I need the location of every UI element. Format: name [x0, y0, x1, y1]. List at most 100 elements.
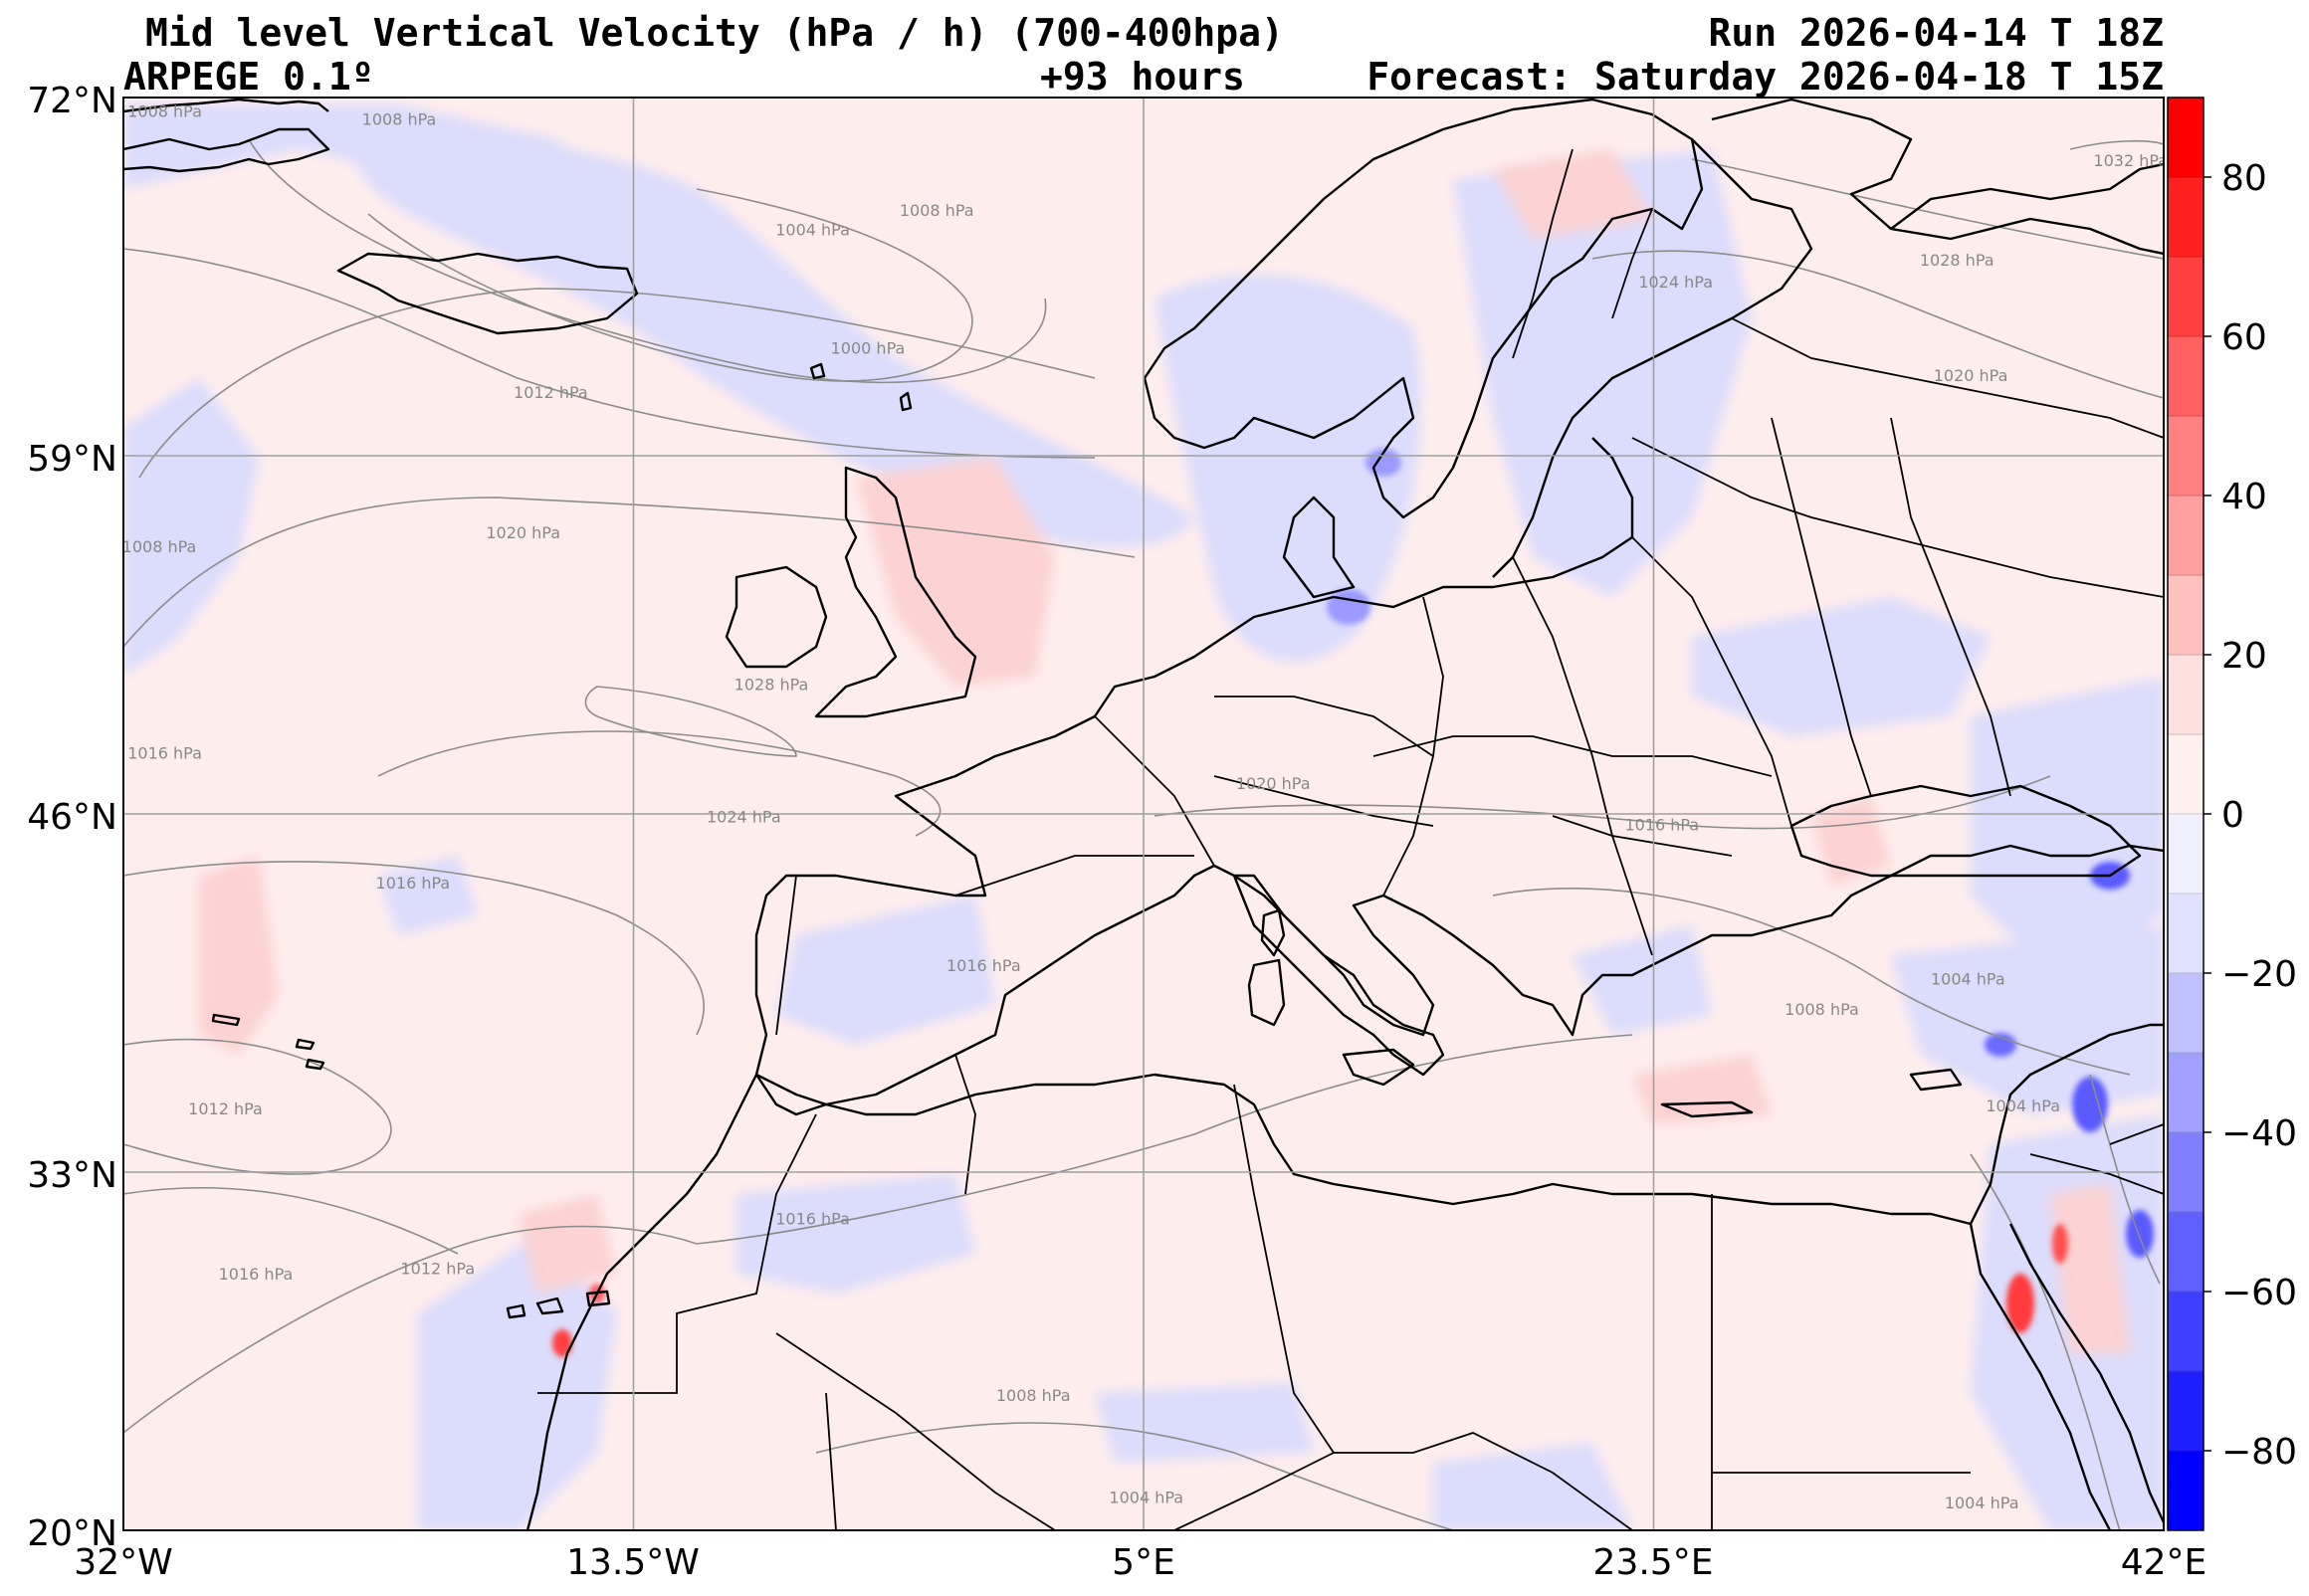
isobar-label: 1008 hPa: [122, 537, 197, 556]
country-border: [1631, 437, 2164, 598]
colorbar-segment: [2168, 336, 2204, 417]
lat-tick-labels: 72°N 59°N 46°N 33°N 20°N: [27, 81, 117, 1554]
lat-tick-label: 33°N: [27, 1155, 117, 1196]
denmark-coast: [1282, 496, 1356, 599]
black-sea-coast: [1789, 784, 2142, 878]
map-frame: [122, 97, 2165, 1531]
colorbar-segment: [2168, 98, 2204, 178]
colorbar-segment: [2168, 1371, 2204, 1452]
colorbar-segment: [2168, 416, 2204, 497]
isobar-label: 1016 hPa: [127, 744, 202, 763]
country-border: [1631, 536, 1792, 827]
country-border: [1094, 715, 1215, 867]
strong-ascent-cell: [2126, 1210, 2154, 1258]
isobar-line: [367, 188, 973, 382]
strong-descent-cell: [2052, 1224, 2068, 1264]
lead-time-label: +93 hours: [1040, 55, 1245, 99]
italy-coast: [1232, 874, 1445, 1077]
isobar-label: 1032 hPa: [2093, 151, 2168, 170]
colorbar-tick-label: 0: [2221, 795, 2244, 836]
isobar-line: [123, 861, 705, 1036]
colorbar: [2168, 98, 2204, 1531]
baltic-coast: [1333, 437, 1634, 609]
isobar-label: 1004 hPa: [1931, 970, 2005, 989]
isobar-label: 1020 hPa: [1934, 366, 2008, 385]
country-border: [1214, 696, 1434, 757]
lon-tick-labels: 32°W 13.5°W 5°E 23.5°E 42°E: [74, 1542, 2206, 1583]
isobar-line: [1691, 158, 2164, 260]
model-label: ARPEGE 0.1º: [123, 55, 374, 99]
lon-tick-label: 42°E: [2121, 1542, 2207, 1583]
sardinia-coast: [1247, 958, 1286, 1027]
forecast-label: Forecast: Saturday 2026-04-18 T 15Z: [1366, 55, 2164, 99]
country-border: [2029, 1153, 2164, 1195]
isobar-line: [377, 730, 942, 837]
colorbar-tick-labels: 80 60 40 20 0 −20 −40 −60 −80: [2204, 158, 2297, 1473]
canary-islands: [506, 1290, 611, 1319]
ascent-region: [418, 1234, 617, 1530]
europe-coast: [754, 595, 2164, 1106]
country-border: [1890, 417, 2011, 797]
isobar-line: [1591, 250, 2164, 399]
ascent-region: [1433, 1443, 1632, 1530]
colorbar-segment: [2168, 1451, 2204, 1531]
iceland-coast: [336, 252, 639, 335]
descent-region: [518, 1194, 617, 1294]
isobar-label: 1008 hPa: [996, 1386, 1071, 1405]
country-border: [537, 1113, 817, 1394]
country-border: [1552, 815, 1733, 857]
country-border: [825, 1392, 837, 1530]
red-sea-coast: [1969, 1223, 2112, 1530]
isobar-line: [138, 288, 1096, 479]
shetland-islands: [899, 391, 913, 412]
isobar-label: 1004 hPa: [1986, 1097, 2060, 1115]
country-border: [1213, 775, 1434, 827]
isobar-label: 1016 hPa: [775, 1210, 850, 1229]
country-border: [1233, 1084, 1335, 1454]
country-border: [775, 1332, 1056, 1530]
isobar-label: 1028 hPa: [1920, 251, 1994, 270]
colorbar-segment: [2168, 1292, 2204, 1372]
isobar-line: [2069, 139, 2164, 150]
colorbar-segment: [2168, 1212, 2204, 1293]
colorbar-segment: [2168, 973, 2204, 1054]
great-britain-coast: [814, 466, 977, 718]
ascent-region: [1154, 275, 1421, 662]
lat-tick-label: 59°N: [27, 439, 117, 480]
strong-ascent-cell: [1327, 589, 1370, 625]
lat-tick-label: 46°N: [27, 797, 117, 838]
strong-descent-cell: [2006, 1274, 2034, 1333]
ascent-region: [1692, 597, 1991, 736]
ascent-region: [356, 136, 1194, 547]
colorbar-segment: [2168, 177, 2204, 258]
descent-region: [2050, 1184, 2130, 1353]
ascent-region: [1453, 149, 1752, 597]
ascent-region: [776, 896, 995, 1045]
country-border: [1731, 317, 2164, 439]
isobar-label: 1008 hPa: [1784, 1000, 1859, 1019]
map-area: 1008 hPa 1008 hPa 1004 hPa 1008 hPa 1000 hPa…: [122, 98, 2168, 1530]
country-border: [1611, 208, 1653, 319]
isobar-label: 1020 hPa: [486, 523, 560, 542]
isobar-line: [696, 1034, 1633, 1245]
levant-coast: [1969, 1023, 2164, 1225]
isobar-line: [1970, 1153, 2121, 1530]
colorbar-tick-label: 20: [2221, 636, 2267, 677]
lon-tick-label: 32°W: [74, 1542, 172, 1583]
coastlines: [123, 98, 2164, 1530]
isobar-line: [123, 1038, 392, 1175]
sicily-coast: [1342, 1048, 1415, 1087]
lon-tick-label: 23.5°E: [1593, 1542, 1714, 1583]
colorbar-tick-label: −20: [2221, 954, 2297, 995]
chart-title: Mid level Vertical Velocity (hPa / h) (7…: [145, 11, 1284, 55]
colorbar-segment: [2168, 257, 2204, 337]
isobar-line: [584, 686, 797, 757]
isobar-line: [1154, 775, 2051, 830]
isobar-label: 1004 hPa: [775, 220, 850, 239]
red-sea-coast: [2008, 1223, 2164, 1523]
isobar-label: 1016 hPa: [376, 874, 451, 893]
colorbar-segment: [2168, 734, 2204, 815]
descent-region: [856, 458, 1055, 687]
greenland-coast: [123, 98, 329, 113]
